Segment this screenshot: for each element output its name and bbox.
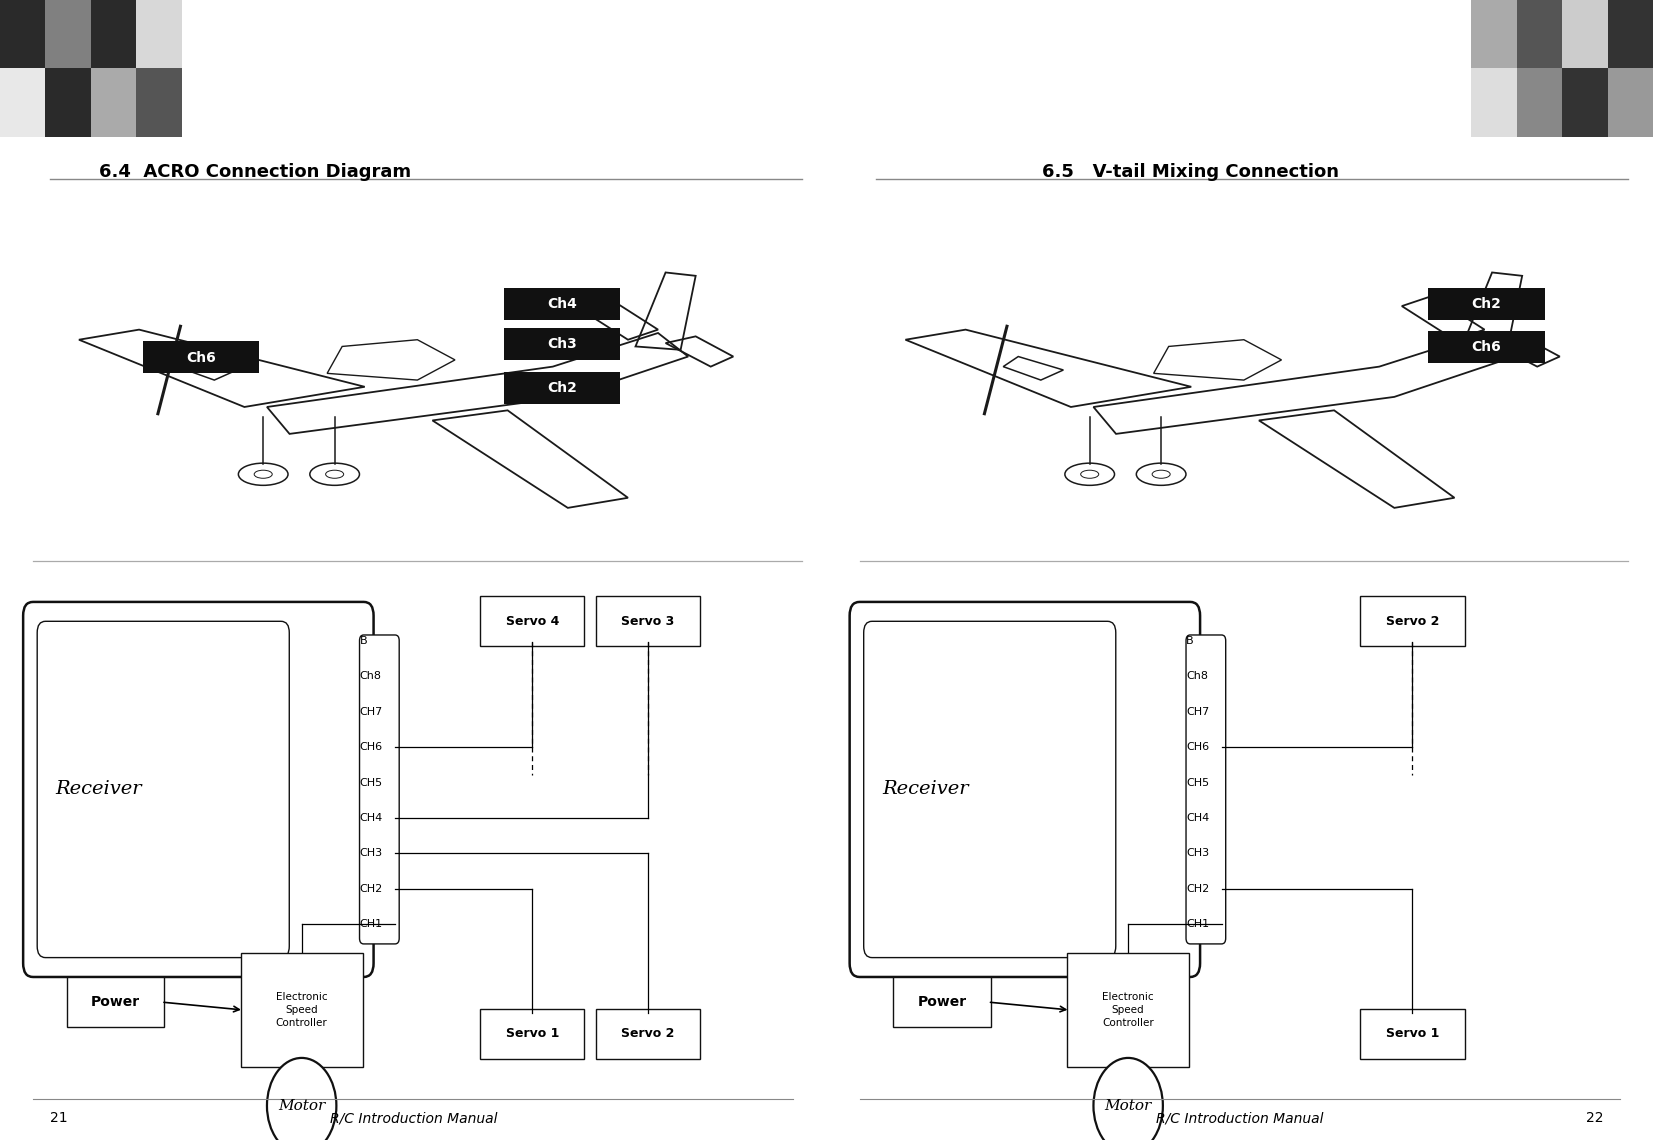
Text: 6.5   V-tail Mixing Connection: 6.5 V-tail Mixing Connection <box>1041 163 1339 181</box>
FancyBboxPatch shape <box>1068 953 1190 1067</box>
Text: CH2: CH2 <box>360 884 383 894</box>
FancyBboxPatch shape <box>894 977 992 1027</box>
Bar <box>0 0 46 68</box>
FancyBboxPatch shape <box>479 596 585 646</box>
FancyBboxPatch shape <box>1360 1009 1465 1059</box>
Text: B: B <box>360 636 367 645</box>
Text: Motor: Motor <box>1104 1099 1152 1113</box>
Text: Servo 2: Servo 2 <box>622 1027 674 1041</box>
Text: R/C Introduction Manual: R/C Introduction Manual <box>329 1112 498 1125</box>
Text: Servo 4: Servo 4 <box>506 614 559 628</box>
FancyBboxPatch shape <box>241 953 364 1067</box>
Text: CH3: CH3 <box>1187 848 1208 858</box>
Bar <box>1562 0 1608 68</box>
Text: Ch6: Ch6 <box>187 350 217 365</box>
FancyBboxPatch shape <box>23 602 374 977</box>
Text: CH1: CH1 <box>1187 920 1208 929</box>
Bar <box>136 0 182 68</box>
FancyBboxPatch shape <box>479 1009 585 1059</box>
Text: 22: 22 <box>1585 1112 1603 1125</box>
Text: CH1: CH1 <box>360 920 382 929</box>
Text: CH6: CH6 <box>1187 742 1208 752</box>
Text: Motor: Motor <box>278 1099 326 1113</box>
Bar <box>91 68 136 137</box>
Bar <box>1471 68 1517 137</box>
Text: CH4: CH4 <box>1187 813 1210 823</box>
Bar <box>1471 0 1517 68</box>
Text: CH7: CH7 <box>360 707 383 717</box>
Text: CH2: CH2 <box>1187 884 1210 894</box>
Bar <box>46 0 91 68</box>
Bar <box>91 0 136 68</box>
Bar <box>1608 68 1653 137</box>
Circle shape <box>268 1058 337 1140</box>
Circle shape <box>1094 1058 1164 1140</box>
Text: Ch6: Ch6 <box>1471 341 1501 355</box>
Text: Ch2: Ch2 <box>547 381 577 394</box>
Text: Ch3: Ch3 <box>547 337 577 351</box>
Text: CH4: CH4 <box>360 813 383 823</box>
Bar <box>1517 68 1562 137</box>
FancyBboxPatch shape <box>1187 635 1227 944</box>
FancyBboxPatch shape <box>36 621 289 958</box>
FancyBboxPatch shape <box>1360 596 1465 646</box>
FancyBboxPatch shape <box>1428 332 1546 364</box>
FancyBboxPatch shape <box>504 328 620 360</box>
Text: 6.4  ACRO Connection Diagram: 6.4 ACRO Connection Diagram <box>99 163 412 181</box>
FancyBboxPatch shape <box>595 596 701 646</box>
FancyBboxPatch shape <box>142 341 260 373</box>
Text: Power: Power <box>917 995 967 1009</box>
Bar <box>136 68 182 137</box>
Text: Ch4: Ch4 <box>547 296 577 311</box>
Bar <box>1517 0 1562 68</box>
Text: Servo 3: Servo 3 <box>622 614 674 628</box>
FancyBboxPatch shape <box>504 287 620 319</box>
Text: Servo 1: Servo 1 <box>506 1027 559 1041</box>
FancyBboxPatch shape <box>1428 287 1546 319</box>
FancyBboxPatch shape <box>66 977 165 1027</box>
Text: Ch8: Ch8 <box>1187 671 1208 681</box>
Text: Servo 2: Servo 2 <box>1385 614 1440 628</box>
Text: CH3: CH3 <box>360 848 382 858</box>
Text: CH6: CH6 <box>360 742 382 752</box>
Bar <box>0 68 46 137</box>
FancyBboxPatch shape <box>865 621 1116 958</box>
FancyBboxPatch shape <box>595 1009 701 1059</box>
FancyBboxPatch shape <box>360 635 400 944</box>
Text: Electronic
Speed
Controller: Electronic Speed Controller <box>276 992 327 1028</box>
Text: 21: 21 <box>50 1112 68 1125</box>
FancyBboxPatch shape <box>850 602 1200 977</box>
Bar <box>1562 68 1608 137</box>
Text: CH7: CH7 <box>1187 707 1210 717</box>
Text: R/C Introduction Manual: R/C Introduction Manual <box>1155 1112 1324 1125</box>
Text: CH5: CH5 <box>360 777 382 788</box>
Text: B: B <box>1187 636 1193 645</box>
Bar <box>1608 0 1653 68</box>
Text: Receiver: Receiver <box>56 781 142 798</box>
Text: Electronic
Speed
Controller: Electronic Speed Controller <box>1103 992 1154 1028</box>
Text: CH5: CH5 <box>1187 777 1208 788</box>
Text: Ch8: Ch8 <box>360 671 382 681</box>
Text: Servo 1: Servo 1 <box>1385 1027 1440 1041</box>
Text: Receiver: Receiver <box>883 781 969 798</box>
Bar <box>46 68 91 137</box>
Text: Power: Power <box>91 995 141 1009</box>
FancyBboxPatch shape <box>504 372 620 404</box>
Text: Ch2: Ch2 <box>1471 296 1501 311</box>
